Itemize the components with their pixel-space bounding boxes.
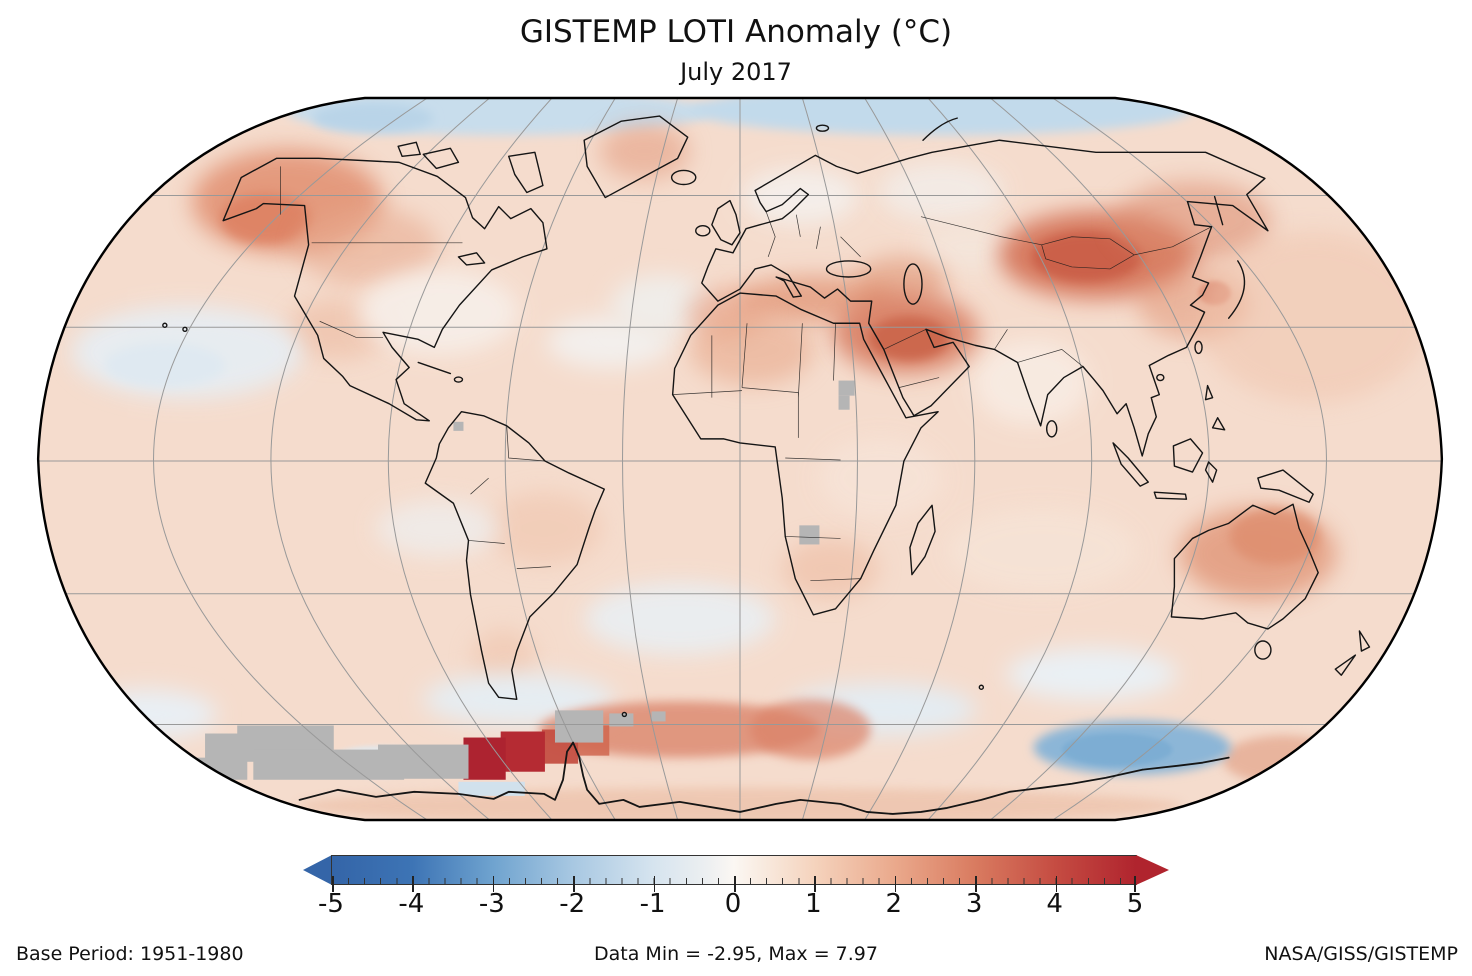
colorbar-tick-label: -1 <box>639 889 666 919</box>
colorbar-right-arrow-icon <box>1136 855 1169 885</box>
colorbar-tick-label: 0 <box>724 889 742 919</box>
colorbar-tick-label: -4 <box>398 889 425 919</box>
world-map <box>36 96 1444 822</box>
graticule <box>38 98 1442 820</box>
page-subtitle: July 2017 <box>680 58 792 86</box>
colorbar-gradient <box>331 855 1137 892</box>
colorbar-tick-label: 3 <box>965 889 983 919</box>
coastlines <box>162 115 1371 815</box>
footer-credit: NASA/GISS/GISTEMP <box>1264 943 1458 965</box>
colorbar <box>303 855 1169 892</box>
colorbar-tick-labels: -5 -4 -3 -2 -1 0 1 2 3 4 5 <box>318 889 1143 921</box>
colorbar-tick-label: 4 <box>1046 889 1063 919</box>
footer-data-range: Data Min = -2.95, Max = 7.97 <box>594 943 878 965</box>
map-outline <box>36 96 1444 822</box>
colorbar-tick-label: 2 <box>885 889 903 919</box>
missing-data-blocks <box>186 380 855 780</box>
colorbar-tick-label: 1 <box>805 889 822 919</box>
footer-base-period: Base Period: 1951-1980 <box>16 943 244 965</box>
world-map-svg <box>36 96 1444 822</box>
colorbar-tick-label: 5 <box>1126 889 1144 919</box>
page-title: GISTEMP LOTI Anomaly (°C) <box>519 14 953 50</box>
colorbar-tick-label: -3 <box>478 889 505 919</box>
colorbar-tick-label: -5 <box>318 889 344 919</box>
colorbar-left-arrow-icon <box>303 855 332 885</box>
country-borders <box>280 166 1212 582</box>
colorbar-tick-label: -2 <box>559 889 586 919</box>
